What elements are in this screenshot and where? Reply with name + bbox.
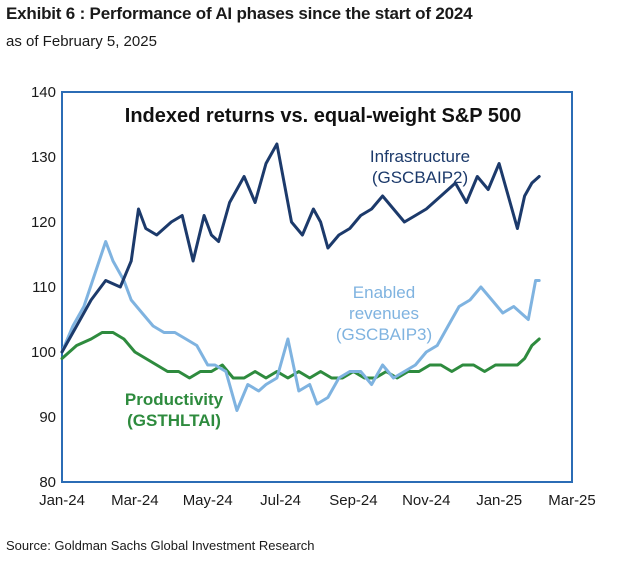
y-tick-label: 100	[31, 344, 56, 361]
productivity-line	[60, 331, 541, 380]
y-tick-label: 80	[39, 474, 56, 491]
y-tick-label: 110	[32, 279, 56, 296]
x-tick-label: May-24	[183, 492, 233, 509]
productivity-label: (GSTHLTAI)	[127, 411, 221, 430]
infrastructure-line	[60, 142, 541, 354]
enabled-revenues-label: revenues	[349, 304, 419, 323]
source-note: Source: Goldman Sachs Global Investment …	[6, 538, 315, 553]
y-tick-label: 130	[31, 149, 56, 166]
series-lines	[60, 142, 541, 412]
enabled-revenues-label: (GSCBAIP3)	[336, 325, 432, 344]
enabled-revenues-line	[60, 240, 541, 412]
x-tick-label: Mar-24	[111, 492, 159, 509]
chart-title: Indexed returns vs. equal-weight S&P 500	[125, 105, 521, 127]
y-tick-label: 120	[31, 214, 56, 231]
y-axis-ticks: 80 90 100 110 120 130 140	[31, 84, 56, 491]
x-axis-ticks: Jan-24 Mar-24 May-24 Jul-24 Sep-24 Nov-24 Jan-…	[39, 492, 596, 509]
exhibit-title: Exhibit 6 : Performance of AI phases sin…	[6, 4, 473, 23]
x-tick-label: Jul-24	[260, 492, 301, 509]
x-tick-label: Jan-24	[39, 492, 85, 509]
x-tick-label: Mar-25	[548, 492, 596, 509]
productivity-label: Productivity	[125, 390, 224, 409]
y-tick-label: 140	[31, 84, 56, 101]
infrastructure-label: (GSCBAIP2)	[372, 168, 468, 187]
enabled-revenues-label: Enabled	[353, 283, 415, 302]
infrastructure-label: Infrastructure	[370, 147, 470, 166]
x-tick-label: Jan-25	[476, 492, 522, 509]
series-labels: Infrastructure (GSCBAIP2) Enabled revenues (…	[125, 147, 470, 430]
y-tick-label: 90	[39, 409, 56, 426]
exhibit-subtitle: as of February 5, 2025	[6, 33, 157, 50]
x-tick-label: Nov-24	[402, 492, 450, 509]
chart-frame	[61, 91, 573, 483]
x-tick-label: Sep-24	[329, 492, 377, 509]
